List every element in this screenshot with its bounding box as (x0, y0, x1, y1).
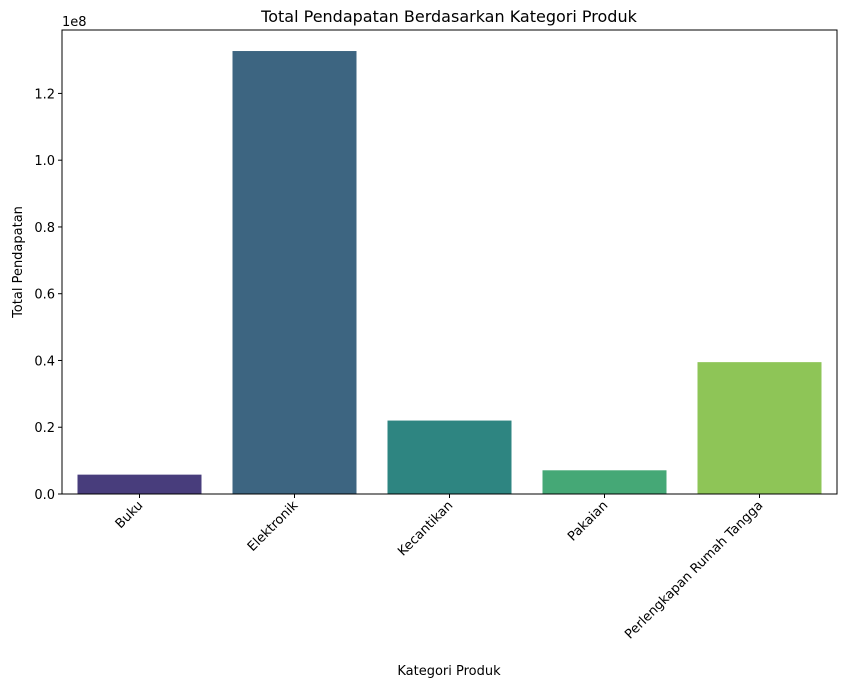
bar-buku (77, 474, 202, 494)
x-axis-title: Kategori Produk (397, 664, 501, 679)
y-tick-label: 0.8 (34, 221, 55, 236)
chart-title: Total Pendapatan Berdasarkan Kategori Pr… (260, 7, 637, 26)
plot-frame (61, 29, 838, 495)
bar-elektronik (232, 51, 357, 495)
y-tick-label: 1.0 (34, 154, 55, 169)
y-tick-label: 1.2 (34, 87, 55, 102)
bars-group (77, 51, 822, 495)
y-offset-text: 1e8 (62, 15, 87, 30)
bar-kecantikan (387, 420, 512, 494)
y-tick-label: 0.2 (34, 421, 55, 436)
y-tick-label: 0.6 (34, 288, 55, 303)
y-axis-ticks: 0.0 0.2 0.4 0.6 0.8 1.0 1.2 (34, 87, 62, 503)
y-tick-label: 0.0 (34, 488, 55, 503)
bar-perlengkapan-rumah-tangga (697, 362, 822, 494)
y-axis-title: Total Pendapatan (11, 206, 26, 319)
y-tick-label: 0.4 (34, 354, 55, 369)
bar-pakaian (542, 470, 667, 494)
